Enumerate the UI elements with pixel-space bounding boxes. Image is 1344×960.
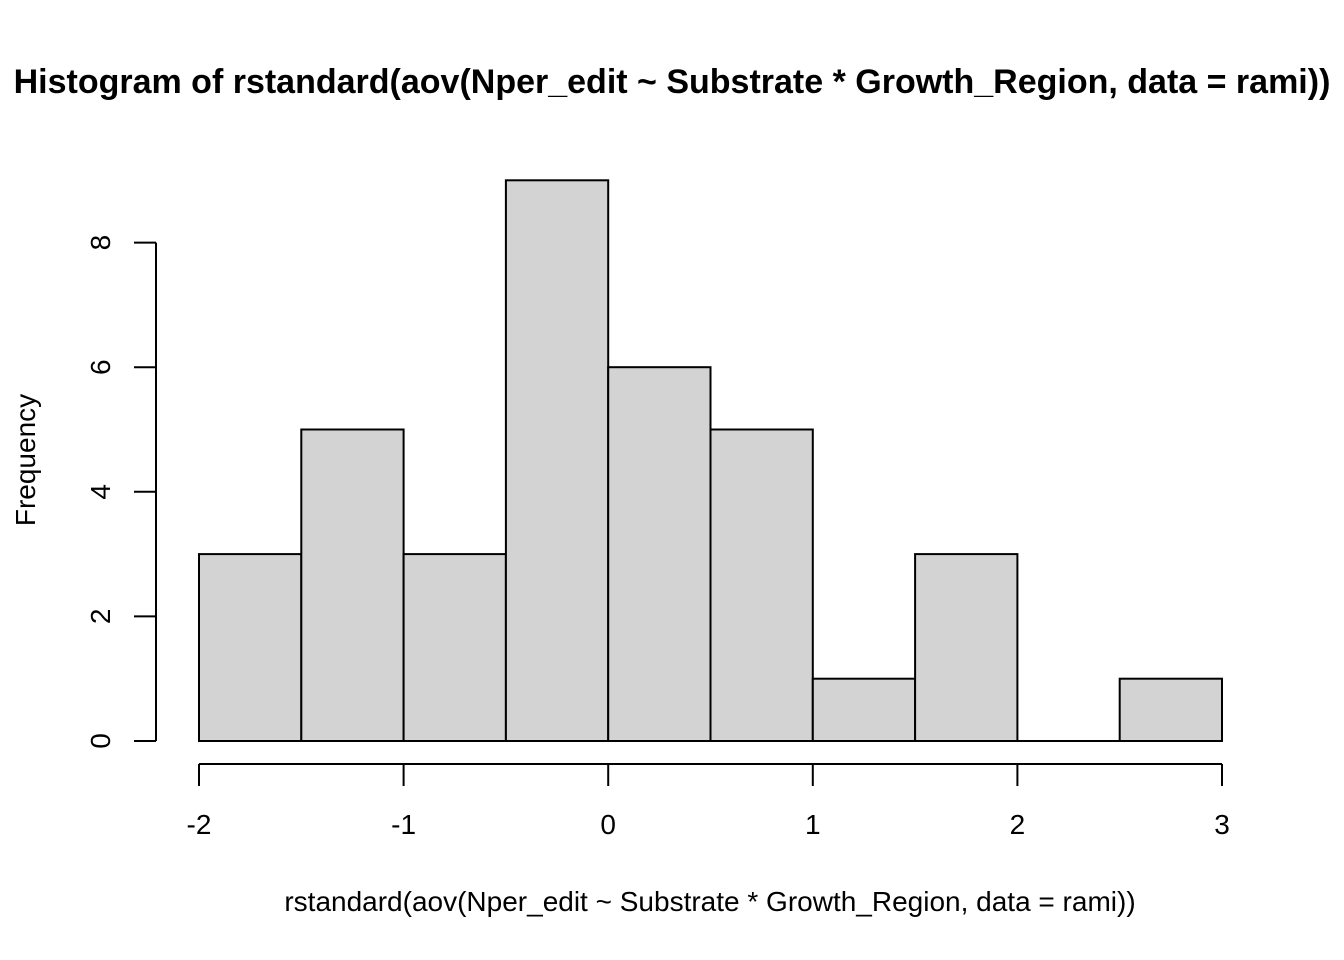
y-tick-label: 8 [85,235,116,251]
y-axis-label: Frequency [10,394,41,526]
y-tick-label: 2 [85,609,116,625]
histogram-bar [402,553,507,742]
x-tick-label: 3 [1214,809,1230,840]
histogram-bar [607,366,712,742]
x-axis-label: rstandard(aov(Nper_edit ~ Substrate * Gr… [284,886,1135,917]
histogram-bar [811,677,917,743]
histogram-bar [300,428,405,742]
histogram-bar [504,179,610,743]
x-tick-label: -1 [391,809,416,840]
x-tick-label: 1 [805,809,821,840]
y-tick-label: 0 [85,733,116,749]
histogram-bar [709,428,814,742]
x-tick-label: -2 [187,809,212,840]
chart-title: Histogram of rstandard(aov(Nper_edit ~ S… [14,63,1331,101]
y-axis: 0 2 4 6 8 [85,235,157,749]
x-tick-label: 2 [1010,809,1026,840]
x-axis: -2 -1 0 1 2 3 [187,763,1230,840]
histogram-bars [198,179,1223,743]
y-tick-label: 4 [85,484,116,500]
histogram-bar [914,553,1019,742]
histogram-bar [1118,677,1223,743]
y-tick-label: 6 [85,359,116,375]
x-tick-label: 0 [600,809,616,840]
histogram-bar [198,553,303,742]
